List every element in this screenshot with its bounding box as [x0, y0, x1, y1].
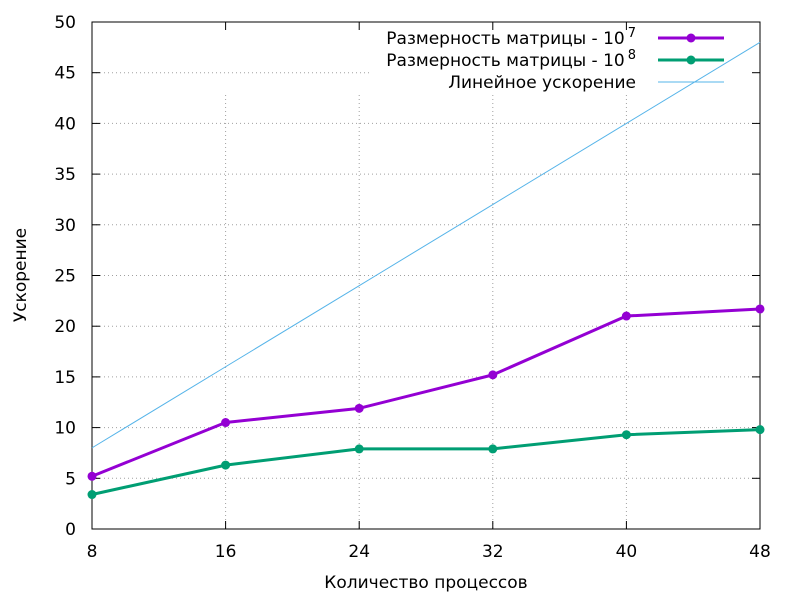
- y-tick-label: 50: [54, 13, 76, 33]
- data-point: [354, 444, 364, 454]
- series-line-2: [91, 428, 761, 496]
- series-line-1: [91, 307, 761, 478]
- data-point: [87, 490, 97, 500]
- y-tick-label: 20: [54, 317, 76, 337]
- y-tick-label: 15: [54, 368, 76, 388]
- data-point: [354, 403, 364, 413]
- data-point: [221, 460, 231, 470]
- legend-marker: [686, 33, 696, 43]
- y-tick-label: 45: [54, 64, 76, 84]
- data-point: [488, 444, 498, 454]
- x-axis-title: Количество процессов: [324, 573, 527, 593]
- axis-ticks: 0 5 10 15 20 25 30 35 40 45 50 8 16 24 32 40 48: [54, 13, 770, 562]
- x-tick-label: 48: [749, 542, 771, 562]
- legend-label: Линейное ускорение: [448, 73, 636, 93]
- data-point: [755, 304, 765, 314]
- y-tick-label: 40: [54, 114, 76, 134]
- y-tick-label: 10: [54, 419, 76, 439]
- y-tick-label: 30: [54, 216, 76, 236]
- y-tick-label: 35: [54, 165, 76, 185]
- data-point: [488, 370, 498, 380]
- x-tick-label: 8: [87, 542, 98, 562]
- legend-label: Размерность матрицы - 10 8: [386, 48, 636, 71]
- data-point: [621, 311, 631, 321]
- legend-label: Размерность матрицы - 10 7: [386, 26, 636, 49]
- x-tick-label: 24: [348, 542, 370, 562]
- x-tick-label: 16: [215, 542, 237, 562]
- series-line-3: [91, 41, 761, 449]
- data-point: [621, 430, 631, 440]
- y-axis-title: Ускорение: [11, 228, 31, 322]
- data-point: [87, 471, 97, 481]
- y-tick-label: 25: [54, 267, 76, 287]
- series-layer: [87, 41, 765, 500]
- x-tick-label: 32: [482, 542, 504, 562]
- data-point: [755, 425, 765, 435]
- x-tick-label: 40: [616, 542, 638, 562]
- legend-marker: [686, 55, 696, 65]
- y-tick-label: 5: [65, 469, 76, 489]
- y-tick-label: 0: [65, 520, 76, 540]
- data-point: [221, 418, 231, 428]
- grid: [92, 72, 760, 529]
